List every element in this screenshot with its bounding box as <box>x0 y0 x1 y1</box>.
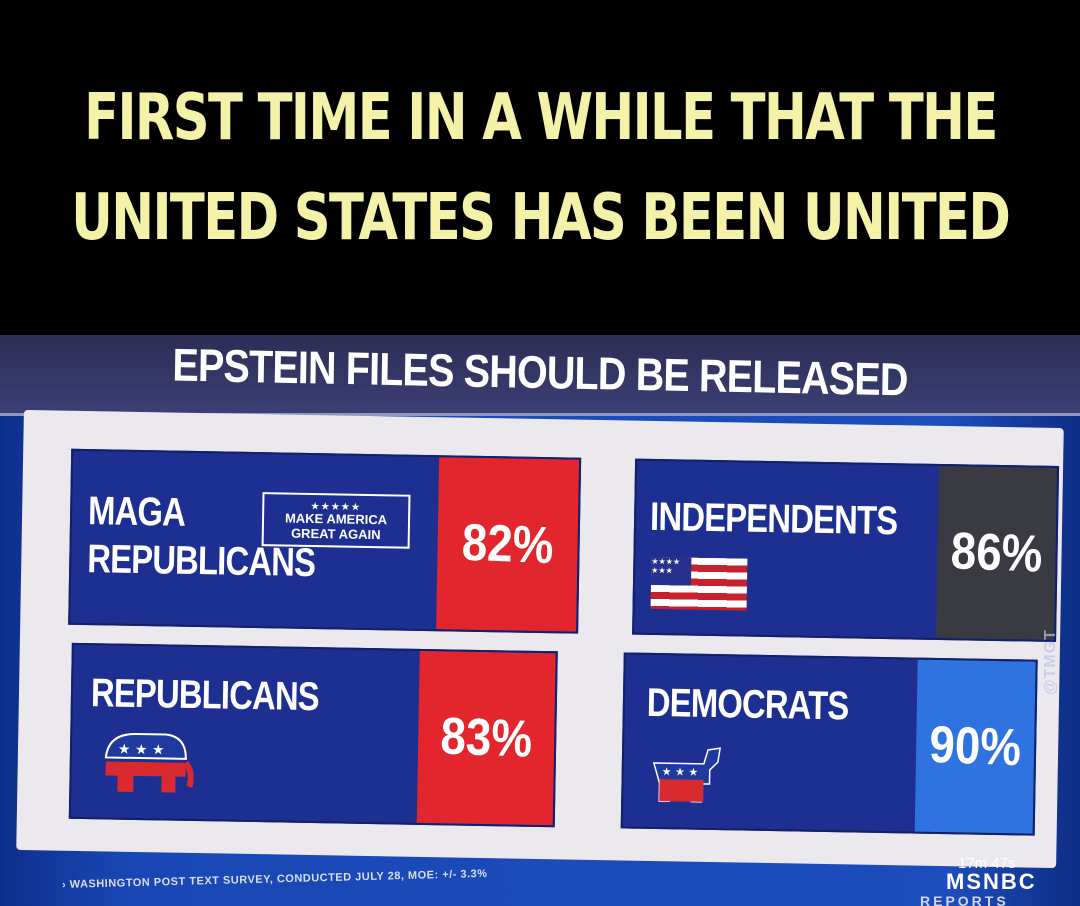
democrats-percent-box: 90% <box>914 659 1036 834</box>
poll-card-maga-republicans: MAGA REPUBLICANS ★★★★★ MAKE AMERICA GREA… <box>68 448 582 634</box>
card-label: DEMOCRATS <box>646 680 849 729</box>
svg-text:★ ★ ★: ★ ★ ★ <box>118 742 165 759</box>
gop-elephant-icon: ★ ★ ★ <box>104 732 194 793</box>
republicans-percent: 83% <box>439 707 533 769</box>
democrat-donkey-icon: ★ ★ ★ <box>652 747 722 803</box>
poll-card-democrats: DEMOCRATS ★ ★ ★ 90% <box>620 652 1038 836</box>
card-label: REPUBLICANS <box>90 671 320 720</box>
tv-broadcast-photo: EPSTEIN FILES SHOULD BE RELEASED MAGA RE… <box>0 335 1080 906</box>
network-logo: MSNBC <box>946 869 1037 894</box>
poll-card-republicans: REPUBLICANS ★ ★ ★ 83% <box>68 642 558 828</box>
badge-line1: MAKE AMERICA <box>284 510 388 528</box>
us-flag-icon: ★★★★ ★★★ <box>650 556 748 611</box>
caption-line-2: UNITED STATES HAS BEEN UNITED <box>70 180 1011 255</box>
poll-card-independents: INDEPENDENTS ★★★★ ★★★ 86% <box>632 458 1060 643</box>
democrats-percent: 90% <box>928 715 1022 778</box>
maga-hat-logo: ★★★★★ MAKE AMERICA GREAT AGAIN <box>261 492 411 549</box>
card-label-line1: MAGA <box>87 489 186 535</box>
svg-text:★ ★ ★: ★ ★ ★ <box>662 765 699 779</box>
meme-caption: FIRST TIME IN A WHILE THAT THE UNITED ST… <box>0 0 1080 335</box>
badge-line2: GREAT AGAIN <box>290 525 381 543</box>
maga-percent: 82% <box>460 513 555 576</box>
timer: 17m 47s <box>958 855 1016 872</box>
watermark: @TMGT <box>1042 629 1059 695</box>
segment-label: REPORTS <box>920 893 1009 906</box>
independents-percent-box: 86% <box>936 465 1058 640</box>
caption-line-1: FIRST TIME IN A WHILE THAT THE <box>83 80 998 155</box>
survey-source: › WASHINGTON POST TEXT SURVEY, CONDUCTED… <box>61 867 488 891</box>
independents-percent: 86% <box>949 522 1044 584</box>
maga-percent-box: 82% <box>436 457 580 632</box>
broadcast-header: EPSTEIN FILES SHOULD BE RELEASED <box>0 335 1080 416</box>
republicans-percent-box: 83% <box>416 650 556 826</box>
network-bug: 17m 47s MSNBC REPORTS <box>920 855 1050 906</box>
poll-board: MAGA REPUBLICANS ★★★★★ MAKE AMERICA GREA… <box>16 409 1064 869</box>
card-label: INDEPENDENTS <box>649 494 898 544</box>
poll-title: EPSTEIN FILES SHOULD BE RELEASED <box>172 338 908 406</box>
